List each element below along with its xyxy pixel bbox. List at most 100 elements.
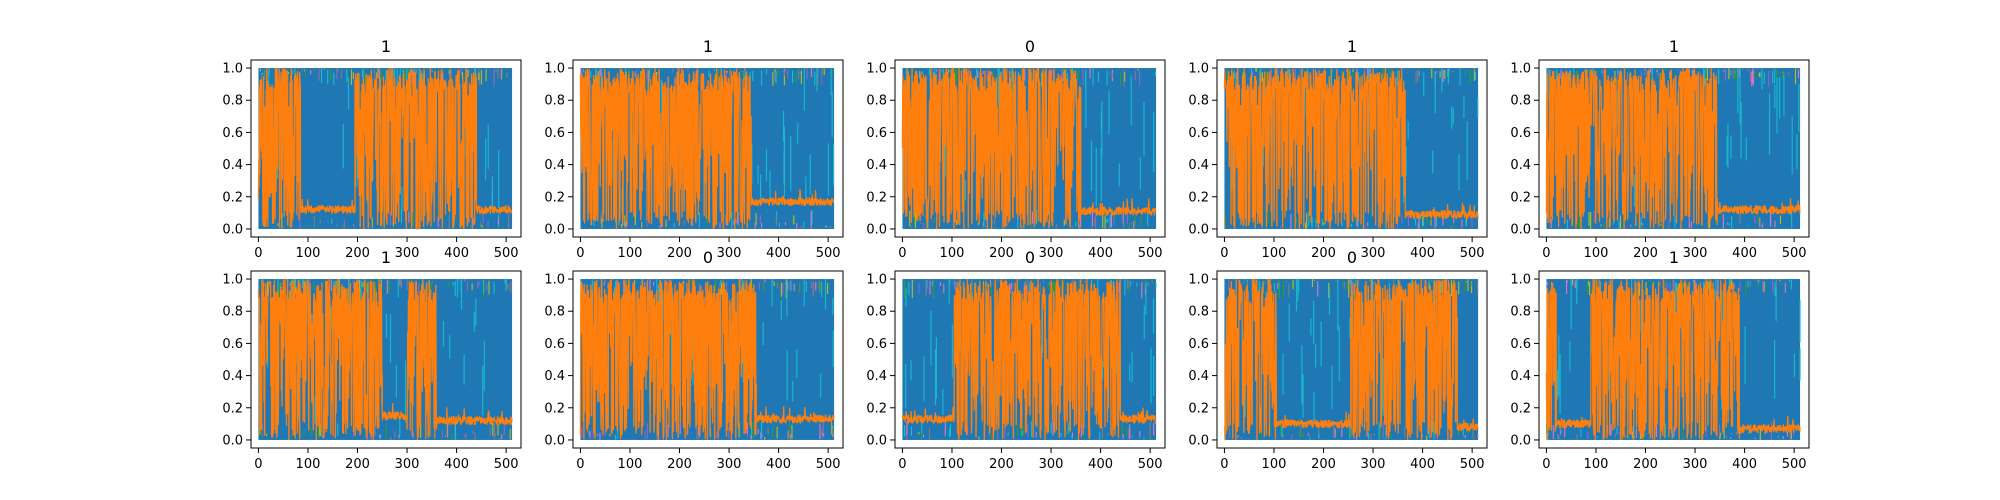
y-tick-label: 0.8 [544,94,565,109]
axes-frame [572,270,844,449]
subplot-7: 0 100 200 300 400 500 0.0 0.2 0.4 0.6 0.8 1.0 0 [544,248,844,472]
x-tick-label: 0 [898,457,906,472]
axes-frame [1538,270,1810,449]
x-tick-label: 500 [1460,246,1485,261]
x-tick-label: 300 [1039,246,1064,261]
y-tick-label: 0.0 [1188,222,1209,237]
y-tick-label: 0.4 [1510,369,1531,384]
y-tick-label: 0.6 [222,126,243,141]
y-tick-label: 0.2 [1510,401,1531,416]
axes-frame [250,59,522,238]
x-tick-label: 100 [1584,457,1609,472]
plot-lines [579,278,835,440]
x-tick-label: 400 [766,457,791,472]
x-tick-label: 200 [1633,246,1658,261]
x-tick-label: 300 [717,246,742,261]
series-orange-line [257,67,513,230]
y-tick-label: 0.4 [222,369,243,384]
x-tick-label: 400 [1732,246,1757,261]
x-tick-label: 0 [576,457,584,472]
subplot-title: 1 [1347,37,1357,56]
subplot-title: 1 [381,248,391,267]
x-tick-label: 400 [1088,457,1113,472]
y-tick-label: 0.0 [222,222,243,237]
x-tick-label: 400 [1088,246,1113,261]
y-tick-label: 0.4 [544,158,565,173]
plot-lines [901,278,1157,441]
x-tick-label: 0 [576,246,584,261]
y-tick-label: 0.8 [222,94,243,109]
subplot-9: 0 100 200 300 400 500 0.0 0.2 0.4 0.6 0.8 1.0 0 [1188,248,1488,472]
x-tick-label: 300 [1361,457,1386,472]
x-tick-label: 500 [1782,457,1807,472]
y-tick-label: 1.0 [866,273,887,288]
series-orange-line [901,278,1157,441]
subplot-title: 1 [703,37,713,56]
y-tick-label: 1.0 [1188,62,1209,77]
y-tick-label: 1.0 [1510,62,1531,77]
y-tick-label: 0.8 [866,305,887,320]
x-tick-label: 100 [296,246,321,261]
x-tick-label: 300 [1683,457,1708,472]
y-tick-label: 0.0 [1510,222,1531,237]
subplot-2: 0 100 200 300 400 500 0.0 0.2 0.4 0.6 0.8 1.0 1 [544,37,844,261]
y-tick-label: 1.0 [222,62,243,77]
x-tick-label: 300 [395,457,420,472]
axes-frame [1216,270,1488,449]
y-tick-label: 0.8 [1510,305,1531,320]
subplot-title: 1 [1669,248,1679,267]
y-tick-label: 0.2 [866,401,887,416]
y-tick-label: 0.0 [1188,433,1209,448]
y-tick-label: 0.0 [866,222,887,237]
y-tick-label: 0.2 [222,401,243,416]
x-tick-label: 100 [1262,457,1287,472]
y-tick-label: 0.2 [1188,401,1209,416]
y-tick-label: 0.6 [1188,126,1209,141]
x-tick-label: 100 [618,457,643,472]
x-tick-label: 500 [494,457,519,472]
y-tick-label: 1.0 [866,62,887,77]
y-tick-label: 0.4 [1510,158,1531,173]
series-orange-line [1545,278,1801,441]
y-tick-label: 0.6 [544,126,565,141]
x-tick-label: 200 [989,246,1014,261]
series-orange-line [579,67,835,230]
subplot-title: 0 [1025,248,1035,267]
x-tick-label: 200 [667,246,692,261]
subplot-1: 0 100 200 300 400 500 0.0 0.2 0.4 0.6 0.8 1.0 1 [222,37,522,261]
y-tick-label: 0.8 [222,305,243,320]
y-tick-label: 0.6 [1510,337,1531,352]
subplot-10: 0 100 200 300 400 500 0.0 0.2 0.4 0.6 0.8 1.0 1 [1510,248,1810,472]
subplot-title: 1 [381,37,391,56]
y-tick-label: 0.2 [222,190,243,205]
x-tick-label: 500 [1138,457,1163,472]
x-tick-label: 200 [667,457,692,472]
subplot-8: 0 100 200 300 400 500 0.0 0.2 0.4 0.6 0.8 1.0 0 [866,248,1166,472]
x-tick-label: 500 [1138,246,1163,261]
y-tick-label: 0.4 [1188,369,1209,384]
y-tick-label: 0.6 [1188,337,1209,352]
x-tick-label: 300 [1683,246,1708,261]
x-tick-label: 500 [1460,457,1485,472]
x-tick-label: 200 [1311,457,1336,472]
plot-lines [1545,278,1801,441]
plot-lines [1223,67,1479,230]
x-tick-label: 400 [444,457,469,472]
x-tick-label: 200 [1311,246,1336,261]
x-tick-label: 200 [989,457,1014,472]
x-tick-label: 100 [1584,246,1609,261]
x-tick-label: 400 [766,246,791,261]
y-tick-label: 0.4 [544,369,565,384]
y-tick-label: 0.4 [866,158,887,173]
x-tick-label: 300 [1039,457,1064,472]
x-tick-label: 200 [1633,457,1658,472]
x-tick-label: 400 [1410,457,1435,472]
y-tick-label: 0.2 [544,401,565,416]
y-tick-label: 0.6 [544,337,565,352]
x-tick-label: 300 [395,246,420,261]
y-tick-label: 0.8 [1188,94,1209,109]
y-tick-label: 0.8 [1510,94,1531,109]
y-tick-label: 0.4 [222,158,243,173]
x-tick-label: 0 [254,246,262,261]
subplot-title: 1 [1669,37,1679,56]
